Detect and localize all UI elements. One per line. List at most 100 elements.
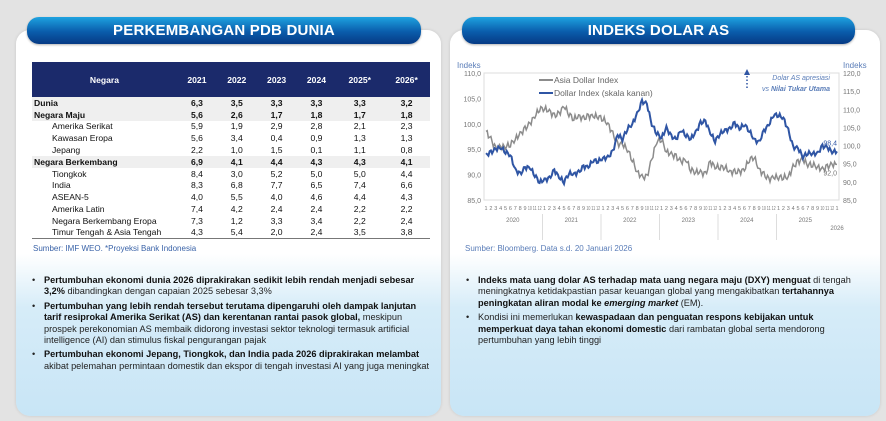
- x-tick-month: 12: [538, 206, 542, 212]
- table-cell: 4,4: [256, 155, 297, 168]
- x-tick-month: 11: [533, 206, 537, 212]
- table-cell: 4,3: [336, 155, 384, 168]
- x-tick-month: 4: [733, 206, 736, 212]
- x-tick-month: 10: [703, 206, 707, 212]
- x-tick-month: 9: [640, 206, 643, 212]
- column-header: 2026*: [383, 62, 430, 97]
- country-name: Negara Berkembang: [32, 155, 177, 168]
- dollar-index-panel: [450, 30, 880, 416]
- x-tick-month: 8: [577, 206, 580, 212]
- x-tick-month: 12: [713, 206, 717, 212]
- x-tick-month: 3: [728, 206, 731, 212]
- bullet-bold: Pertumbuhan ekonomi Jepang, Tiongkok, da…: [44, 349, 420, 360]
- x-tick-month: 11: [650, 206, 654, 212]
- bullet-item: Pertumbuhan ekonomi Jepang, Tiongkok, da…: [30, 349, 430, 372]
- bullet-bold: kewaspadaan dan penguatan respons kebija…: [478, 312, 814, 334]
- table-cell: 5,0: [353, 168, 366, 179]
- x-tick-year: 2025: [799, 218, 813, 224]
- table-row: Dunia 6,3 3,5 3,3 3,3 3,3 3,2: [32, 97, 430, 109]
- country-name: Jepang: [52, 145, 81, 156]
- x-tick-month: 1: [601, 206, 604, 212]
- table-cell: 8,4: [190, 168, 203, 179]
- x-tick-month: 11: [825, 206, 829, 212]
- bullet-text: dibandingkan dengan capaian 2025 sebesar…: [64, 286, 272, 297]
- table-row: Tiongkok 8,4 3,0 5,2 5,0 5,0 4,4: [32, 168, 430, 180]
- x-tick-month: 7: [806, 206, 809, 212]
- bullet-item: Pertumbuhan yang lebih rendah tersebut t…: [30, 301, 430, 347]
- table-row: Jepang 2,2 1,0 1,5 0,1 1,1 0,8: [32, 144, 430, 156]
- x-tick-month: 2: [606, 206, 609, 212]
- table-cell: 3,3: [296, 97, 337, 109]
- x-tick-month: 5: [562, 206, 565, 212]
- dollar-index-line: [485, 96, 838, 187]
- legend-label: Dollar Index (skala kanan): [554, 88, 653, 98]
- x-tick-month: 10: [820, 206, 824, 212]
- table-cell: 5,9: [190, 121, 203, 132]
- x-tick-month: 4: [558, 206, 561, 212]
- table-cell: 3,5: [216, 97, 257, 109]
- table-cell: 6,8: [230, 180, 243, 191]
- bullet-italic: emerging market: [604, 297, 679, 308]
- bullet-item: Indeks mata uang dolar AS terhadap mata …: [464, 275, 869, 309]
- y-tick-left: 100,0: [463, 122, 481, 129]
- table-cell: 0,1: [310, 145, 323, 156]
- table-cell: 5,2: [270, 168, 283, 179]
- table-cell: 1,1: [353, 145, 366, 156]
- table-row: ASEAN-5 4,0 5,5 4,0 4,6 4,4 4,3: [32, 191, 430, 203]
- table-cell: 2,8: [310, 121, 323, 132]
- x-tick-year: 2022: [623, 218, 637, 224]
- table-source: Sumber: IMF WEO. *Proyeksi Bank Indonesi…: [33, 244, 197, 253]
- x-tick-month: 12: [830, 206, 834, 212]
- column-header: 2021: [177, 62, 217, 97]
- bullet-text: Kondisi ini memerlukan: [478, 312, 576, 323]
- x-tick-month: 4: [792, 206, 795, 212]
- table-cell: 3,3: [336, 97, 384, 109]
- right-axis-label: Indeks: [843, 61, 867, 70]
- x-tick-month: 4: [499, 206, 502, 212]
- table-cell: 4,3: [296, 155, 337, 168]
- table-cell: 6,5: [310, 180, 323, 191]
- y-tick-left: 90,0: [467, 173, 481, 180]
- x-tick-month: 7: [689, 206, 692, 212]
- table-cell: 2,4: [296, 226, 337, 240]
- table-cell: 0,4: [270, 133, 283, 144]
- x-tick-month: 9: [582, 206, 585, 212]
- country-name: Negara Berkembang Eropa: [52, 215, 157, 226]
- gdp-table: Negara 2021 2022 2023 2024 2025* 2026* Dunia 6,…: [32, 62, 430, 240]
- x-tick-month: 6: [684, 206, 687, 212]
- x-tick-year: 2026: [830, 226, 844, 232]
- x-tick-month: 7: [514, 206, 517, 212]
- table-cell: 3,8: [383, 226, 430, 240]
- table-cell: 2,1: [353, 121, 366, 132]
- x-tick-month: 8: [811, 206, 814, 212]
- table-cell: 3,2: [383, 97, 430, 109]
- table-cell: 4,3: [400, 192, 413, 203]
- table-cell: 3,0: [230, 168, 243, 179]
- x-tick-month: 1: [835, 206, 838, 212]
- table-cell: 4,0: [270, 192, 283, 203]
- table-cell: 1,8: [383, 108, 430, 121]
- gdp-panel-title: PERKEMBANGAN PDB DUNIA: [27, 17, 421, 44]
- table-cell: 1,0: [230, 145, 243, 156]
- x-tick-month: 9: [816, 206, 819, 212]
- arrow-up-icon: [744, 69, 750, 75]
- table-cell: 7,7: [270, 180, 283, 191]
- y-tick-left: 85,0: [467, 198, 481, 205]
- x-tick-month: 5: [621, 206, 624, 212]
- bullet-text: di tengah meningkatnya ketidakpastian pa…: [478, 275, 851, 297]
- table-cell: 4,0: [190, 192, 203, 203]
- x-tick-month: 7: [748, 206, 751, 212]
- x-tick-month: 6: [626, 206, 629, 212]
- bullet-bold: Pertumbuhan ekonomi dunia 2026 diprakira…: [44, 275, 415, 297]
- x-tick-month: 6: [509, 206, 512, 212]
- country-name: India: [52, 180, 71, 191]
- x-tick-month: 10: [586, 206, 590, 212]
- x-tick-month: 3: [553, 206, 556, 212]
- table-cell: 3,3: [270, 215, 283, 226]
- column-header: 2025*: [336, 62, 384, 97]
- country-name: Negara Maju: [32, 108, 177, 121]
- x-tick-month: 7: [572, 206, 575, 212]
- table-cell: 4,4: [400, 168, 413, 179]
- table-row: Amerika Latin 7,4 4,2 2,4 2,4 2,2 2,2: [32, 203, 430, 215]
- x-tick-month: 5: [796, 206, 799, 212]
